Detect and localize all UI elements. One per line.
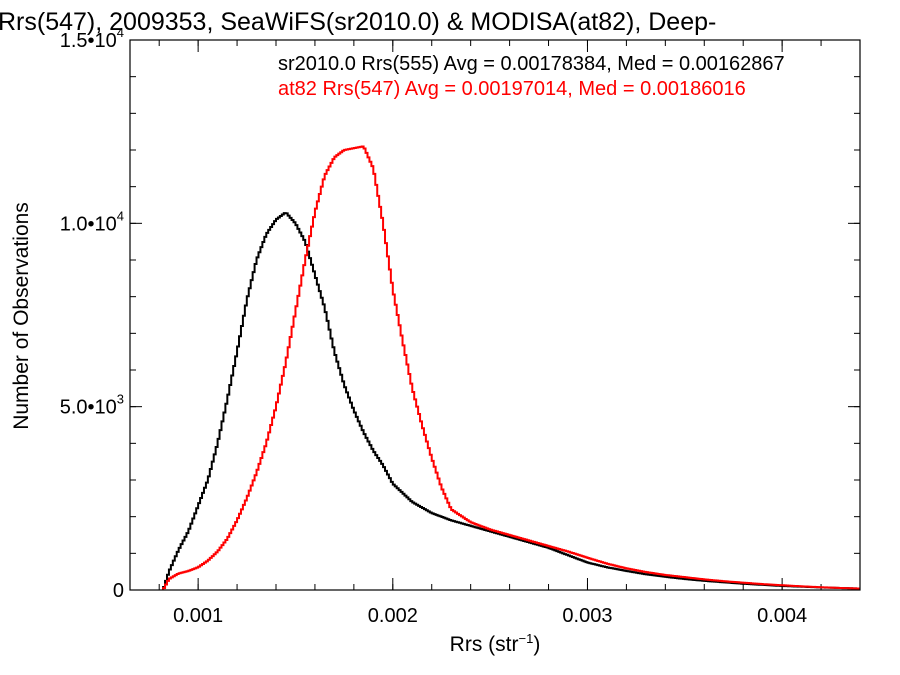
x-tick-label: 0.002 [368, 605, 418, 627]
chart-title: Rrs(547), 2009353, SeaWiFS(sr2010.0) & M… [0, 8, 716, 36]
y-tick-label: 0 [113, 580, 124, 602]
x-axis-label-sup: −1 [519, 631, 534, 646]
stat-annotation: at82 Rrs(547) Avg = 0.00197014, Med = 0.… [278, 78, 746, 100]
y-tick-exponent: 3 [117, 392, 124, 407]
x-tick-label: 0.001 [173, 605, 223, 627]
axis-ticks [130, 39, 861, 591]
y-tick-mantissa: 1.0•10 [60, 213, 117, 235]
x-axis-label-base: Rrs (str [450, 633, 519, 656]
x-axis-label: Rrs (str−1) [450, 631, 541, 656]
y-tick-label: 1.0•104 [60, 208, 124, 235]
y-tick-exponent: 4 [117, 208, 124, 223]
x-tick-label: 0.004 [757, 605, 807, 627]
y-tick-mantissa: 1.5•10 [60, 30, 117, 52]
stat-annotation: sr2010.0 Rrs(555) Avg = 0.00178384, Med … [278, 53, 785, 75]
stat-annotations: sr2010.0 Rrs(555) Avg = 0.00178384, Med … [278, 53, 785, 100]
histogram-series-line [162, 212, 860, 590]
y-tick-exponent: 4 [117, 25, 124, 40]
plot-frame [129, 39, 861, 591]
histogram-series-line [162, 145, 860, 590]
y-tick-label: 1.5•104 [60, 25, 124, 52]
x-tick-label: 0.003 [562, 605, 612, 627]
y-axis-label: Number of Observations [10, 202, 33, 430]
data-series [162, 145, 860, 590]
y-tick-mantissa: 5.0•10 [60, 397, 117, 419]
x-tick-labels: 0.001 0.002 0.003 0.004 [173, 605, 807, 627]
y-tick-label: 5.0•103 [60, 392, 124, 419]
y-tick-mantissa: 0 [113, 580, 124, 602]
x-axis-label-close: ) [533, 633, 540, 656]
